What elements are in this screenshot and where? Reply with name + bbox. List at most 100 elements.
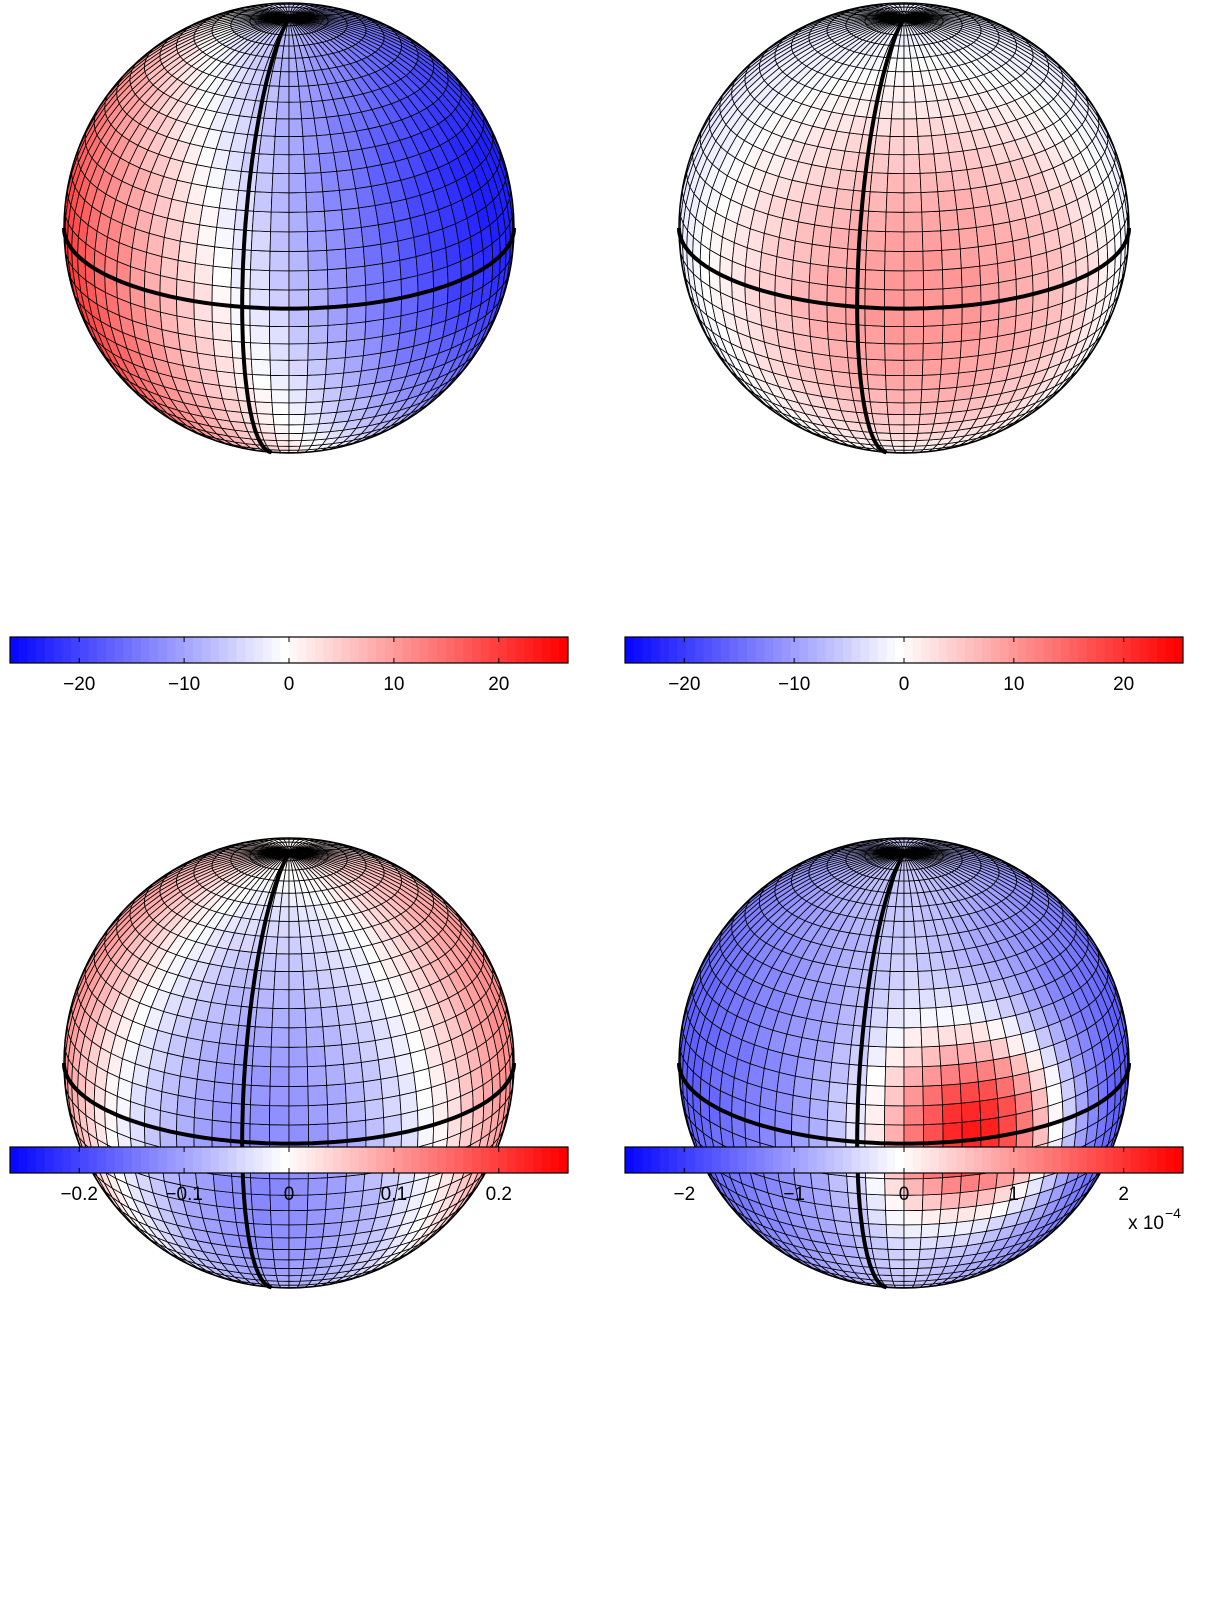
- sphere-cell: [217, 208, 237, 229]
- sphere-cell: [326, 358, 346, 375]
- sphere-cell: [886, 1047, 904, 1067]
- sphere-cell: [326, 1193, 346, 1210]
- sphere-cell: [217, 1206, 237, 1222]
- sphere-cell: [251, 359, 270, 375]
- sphere-cell: [904, 136, 919, 154]
- sphere-cell: [872, 414, 889, 425]
- sphere-cell: [289, 290, 309, 309]
- sphere-cell: [938, 1025, 957, 1046]
- sphere-cell: [345, 1174, 365, 1193]
- sphere-cell: [904, 360, 923, 376]
- sphere-cell: [827, 322, 846, 341]
- sphere-cell: [809, 319, 828, 339]
- sphere-cell: [834, 189, 853, 210]
- sphere-cell: [879, 102, 893, 119]
- sphere-cell: [832, 371, 852, 387]
- sphere-cell: [270, 1086, 289, 1106]
- sphere-cell: [257, 989, 274, 1009]
- sphere-cell: [264, 440, 278, 446]
- sphere-cell: [252, 1046, 271, 1066]
- sphere-cell: [219, 1024, 238, 1045]
- sphere-cell: [867, 1046, 886, 1066]
- sphere-cell: [213, 1174, 233, 1193]
- sphere-cell: [250, 270, 270, 290]
- sphere-cell: [998, 260, 1017, 282]
- sphere-cell: [827, 266, 846, 287]
- sphere-cell: [308, 250, 328, 270]
- sphere-cell: [888, 1249, 904, 1260]
- sphere-cell: [257, 414, 274, 425]
- sphere-cell: [309, 307, 329, 326]
- sphere-cell: [879, 440, 893, 446]
- sphere-cell: [251, 1178, 271, 1195]
- sphere-cell: [904, 446, 915, 450]
- sphere-cell: [180, 1057, 199, 1079]
- sphere-cell: [923, 1178, 943, 1195]
- sphere-cell: [809, 264, 828, 286]
- sphere-cell: [869, 192, 887, 212]
- sphere-cell: [261, 433, 276, 441]
- sphere-cell: [215, 1191, 235, 1208]
- sphere-cell: [943, 1103, 963, 1124]
- sphere-cell: [273, 155, 289, 174]
- sphere-cell: [939, 1208, 958, 1224]
- sphere-cell: [327, 249, 347, 270]
- sphere-cell: [920, 1237, 938, 1250]
- sphere-cell: [904, 173, 921, 193]
- sphere-cell: [942, 341, 962, 359]
- sphere-cell: [891, 937, 904, 954]
- sphere-cell: [307, 211, 326, 231]
- sphere-cell: [289, 446, 300, 450]
- sphere-cell: [891, 1276, 904, 1282]
- sphere-cell: [259, 971, 275, 990]
- sphere-cell: [261, 118, 276, 136]
- sphere-cell: [904, 308, 924, 326]
- sphere-cell: [306, 1027, 324, 1047]
- sphere-cell: [959, 1062, 979, 1084]
- sphere-cell: [872, 154, 889, 174]
- sphere-cell: [307, 375, 326, 390]
- sphere-cell: [865, 1105, 885, 1125]
- sphere-cell: [378, 222, 397, 244]
- sphere-cell: [323, 387, 342, 401]
- sphere-cell: [365, 319, 384, 339]
- sphere-cell: [876, 118, 891, 136]
- sphere-cell: [264, 1275, 278, 1281]
- sphere-cell: [960, 339, 980, 358]
- sphere-cell: [324, 210, 343, 231]
- sphere-cell: [830, 1191, 850, 1208]
- sphere-cell: [810, 1079, 829, 1101]
- sphere-cell: [270, 1067, 289, 1087]
- sphere-cell: [957, 1043, 977, 1064]
- sphere-cell: [272, 403, 289, 415]
- sphere-cell: [943, 324, 963, 343]
- sphere-cell: [289, 86, 300, 102]
- sphere-cell: [212, 322, 231, 341]
- sphere-cell: [308, 1105, 328, 1125]
- sphere-cell: [270, 251, 289, 271]
- sphere-cell: [904, 119, 918, 137]
- sphere-cell: [866, 359, 885, 375]
- sphere-cell: [904, 1106, 924, 1125]
- sphere-cell: [976, 1060, 996, 1082]
- sphere-cell: [289, 390, 307, 403]
- sphere-cell: [993, 222, 1012, 244]
- sphere-cell: [270, 360, 289, 376]
- sphere-cell: [870, 173, 888, 193]
- sphere-cell: [289, 1268, 303, 1275]
- sphere-cell: [837, 1005, 856, 1026]
- sphere-cell: [271, 1210, 289, 1225]
- sphere-cell: [215, 1062, 235, 1084]
- sphere-cell: [250, 325, 270, 343]
- sphere-cell: [275, 1268, 289, 1275]
- sphere-cell: [938, 1222, 957, 1236]
- sphere-cell: [306, 1224, 324, 1238]
- sphere-cell: [976, 225, 996, 247]
- sphere-cell: [222, 1005, 241, 1026]
- sphere-cell: [289, 1276, 302, 1282]
- sphere-cell: [919, 414, 936, 425]
- sphere-cell: [922, 1046, 941, 1066]
- sphere-cell: [941, 229, 961, 250]
- sphere-cell: [865, 289, 885, 309]
- sphere-cell: [885, 1106, 905, 1125]
